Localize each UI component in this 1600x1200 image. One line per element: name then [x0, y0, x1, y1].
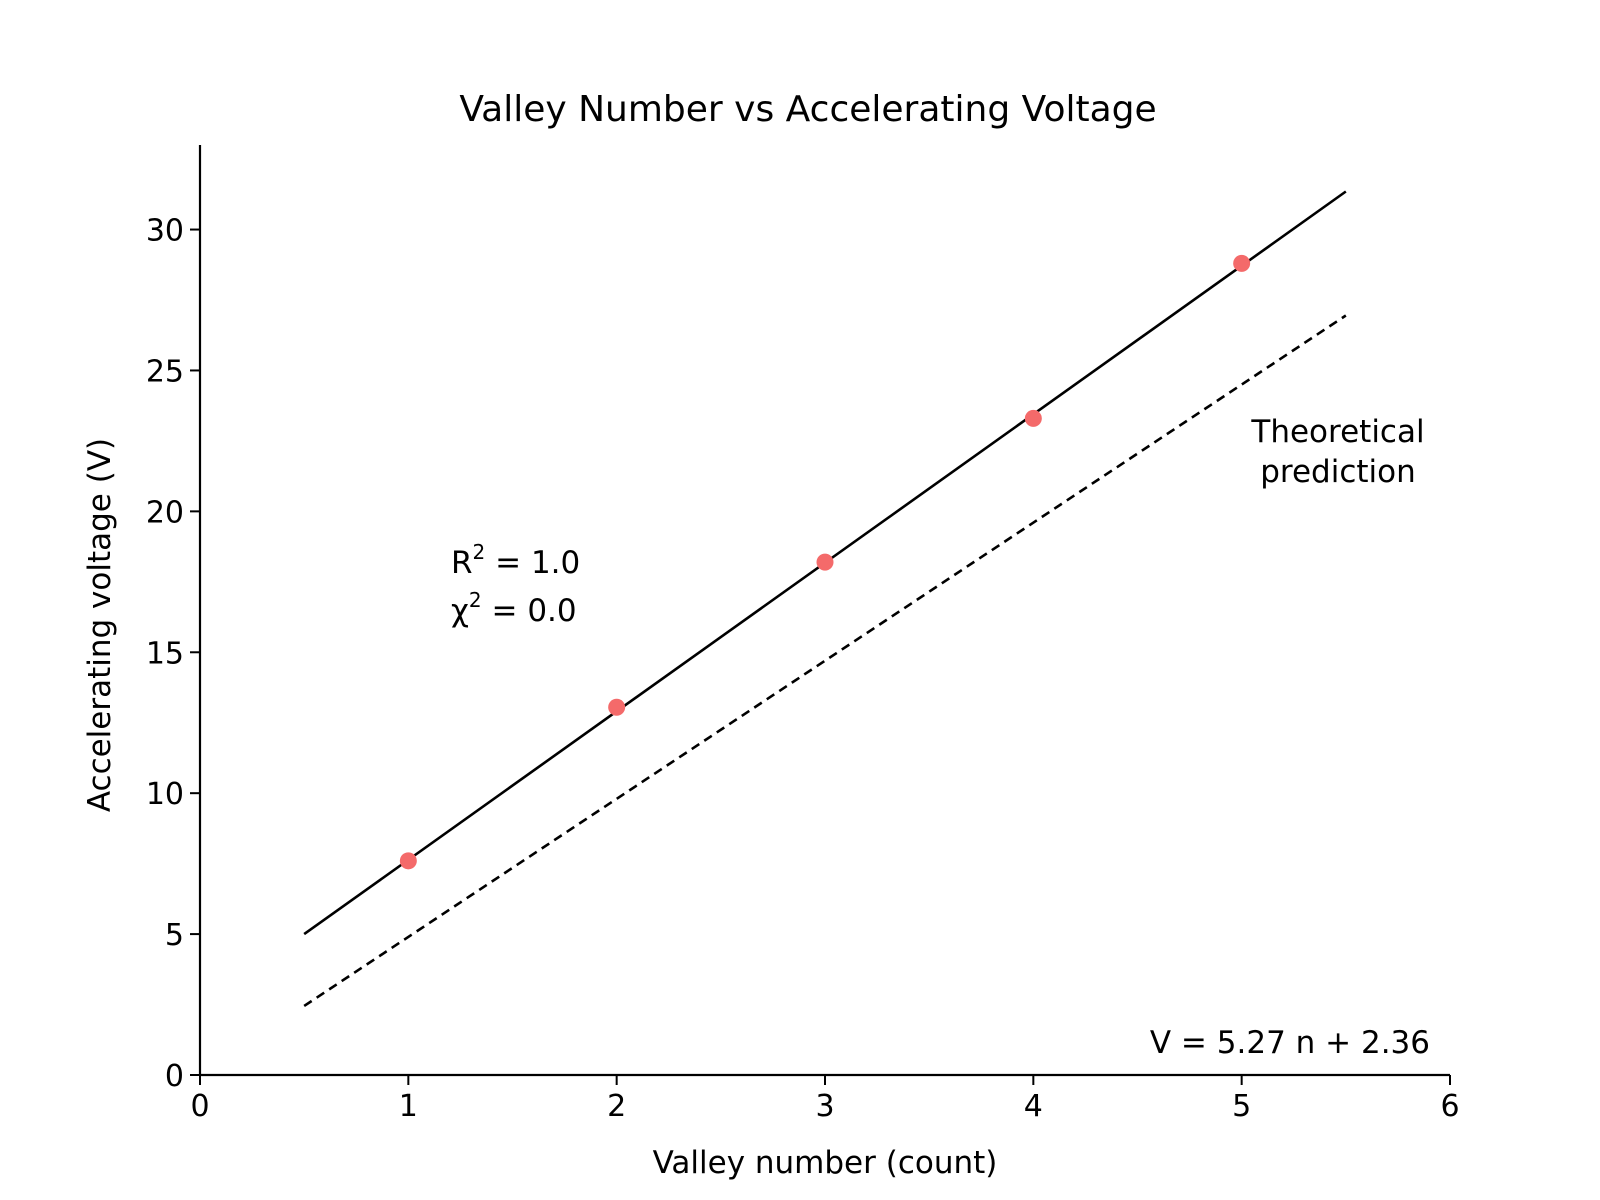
chi-squared-label: χ2 = 0.0 — [451, 588, 577, 629]
x-tick-label: 4 — [1024, 1089, 1043, 1124]
r-squared-prefix: R — [451, 545, 473, 581]
chi-squared-value: = 0.0 — [482, 593, 577, 629]
r-squared-exponent: 2 — [473, 540, 486, 564]
y-tick-label: 30 — [146, 214, 184, 249]
y-tick-label: 10 — [146, 777, 184, 812]
r-squared-label: R2 = 1.0 — [451, 540, 580, 581]
x-tick-label: 6 — [1440, 1089, 1459, 1124]
r-squared-value: = 1.0 — [485, 545, 580, 581]
y-tick-label: 20 — [146, 495, 184, 530]
chi-squared-prefix: χ — [451, 593, 469, 629]
x-tick-label: 0 — [190, 1089, 209, 1124]
plot-area — [303, 190, 1347, 1008]
x-tick-label: 5 — [1232, 1089, 1251, 1124]
y-axis-label: Accelerating voltage (V) — [82, 438, 118, 812]
x-tick-label: 3 — [815, 1089, 834, 1124]
chi-squared-exponent: 2 — [469, 588, 482, 612]
data-point — [608, 698, 626, 716]
y-tick-label: 5 — [165, 918, 184, 953]
x-tick-label: 1 — [399, 1089, 418, 1124]
data-point — [1233, 254, 1251, 272]
theoretical-label-line2: prediction — [1260, 454, 1416, 490]
y-tick-label: 15 — [146, 636, 184, 671]
x-tick-label: 2 — [607, 1089, 626, 1124]
theoretical-label-line1: Theoretical — [1250, 414, 1424, 450]
y-tick-label: 25 — [146, 354, 184, 389]
fit-equation-label: V = 5.27 n + 2.36 — [1150, 1025, 1430, 1061]
x-axis-label: Valley number (count) — [653, 1145, 998, 1181]
y-ticks: 0 5 10 15 20 25 30 — [146, 214, 200, 1094]
data-point — [399, 852, 417, 870]
x-ticks: 0 1 2 3 4 5 6 — [190, 1075, 1460, 1124]
y-tick-label: 0 — [165, 1059, 184, 1094]
data-point — [1024, 409, 1042, 427]
theoretical-prediction-line — [303, 314, 1347, 1008]
chart-title: Valley Number vs Accelerating Voltage — [459, 89, 1156, 130]
data-point — [816, 553, 834, 571]
